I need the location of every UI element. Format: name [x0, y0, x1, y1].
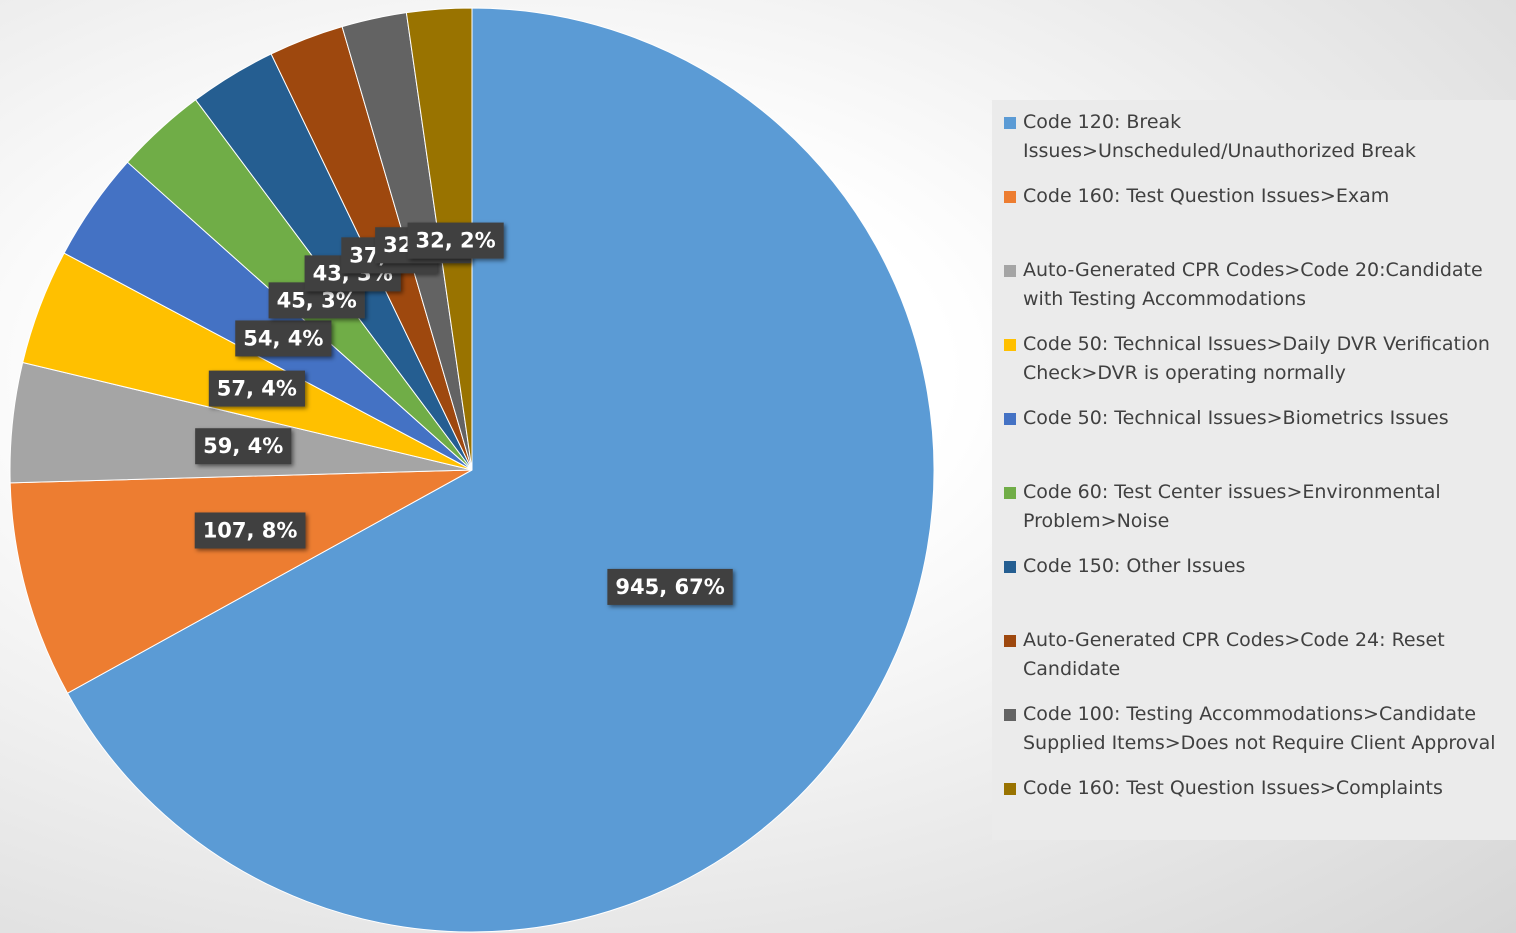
label-box — [235, 320, 332, 357]
data-label: 107, 8% — [194, 512, 306, 549]
label-text: 107, 8% — [203, 518, 298, 542]
legend-label: Code 50: Technical Issues>Daily DVR Veri… — [1023, 333, 1490, 384]
legend-label: Code 100: Testing Accommodations>Candida… — [1023, 703, 1496, 754]
label-text: 59, 4% — [203, 434, 283, 458]
legend-swatch — [1004, 635, 1016, 647]
legend-entry: Code 120: Break Issues>Unscheduled/Unaut… — [1004, 108, 1506, 182]
legend-swatch — [1004, 265, 1016, 277]
label-box — [208, 370, 305, 407]
legend-label: Auto-Generated CPR Codes>Code 24: Reset … — [1023, 629, 1445, 680]
data-label: 54, 4% — [235, 320, 332, 357]
legend-entry: Code 50: Technical Issues>Daily DVR Veri… — [1004, 330, 1506, 404]
legend-swatch — [1004, 783, 1016, 795]
label-box — [407, 222, 504, 259]
legend-label: Code 160: Test Question Issues>Exam — [1023, 185, 1390, 207]
label-text: 57, 4% — [217, 377, 297, 401]
legend-entry: Auto-Generated CPR Codes>Code 24: Reset … — [1004, 626, 1506, 700]
legend-swatch — [1004, 561, 1016, 573]
legend: Code 120: Break Issues>Unscheduled/Unaut… — [992, 100, 1516, 840]
legend-swatch — [1004, 339, 1016, 351]
legend-label: Code 60: Test Center issues>Environmenta… — [1023, 481, 1441, 532]
label-text: 54, 4% — [243, 326, 323, 350]
legend-swatch — [1004, 117, 1016, 129]
data-label: 57, 4% — [208, 370, 305, 407]
legend-label: Auto-Generated CPR Codes>Code 20:Candida… — [1023, 259, 1483, 310]
legend-label: Code 120: Break Issues>Unscheduled/Unaut… — [1023, 111, 1416, 162]
legend-swatch — [1004, 191, 1016, 203]
legend-entry: Code 50: Technical Issues>Biometrics Iss… — [1004, 404, 1506, 478]
legend-entry: Code 150: Other Issues — [1004, 552, 1506, 626]
legend-entry: Code 160: Test Question Issues>Complaint… — [1004, 774, 1506, 848]
legend-entry: Code 160: Test Question Issues>Exam — [1004, 182, 1506, 256]
legend-label: Code 50: Technical Issues>Biometrics Iss… — [1023, 407, 1449, 429]
pie-slice — [66, 7, 935, 933]
legend-label: Code 160: Test Question Issues>Complaint… — [1023, 777, 1443, 799]
legend-entry: Code 60: Test Center issues>Environmenta… — [1004, 478, 1506, 552]
label-text: 945, 67% — [615, 575, 724, 599]
slices — [9, 7, 935, 933]
label-text: 45, 3% — [277, 288, 357, 312]
label-box — [195, 428, 292, 465]
data-label: 59, 4% — [195, 428, 292, 465]
data-labels: 945, 67%107, 8%59, 4%57, 4%54, 4%45, 3%4… — [194, 222, 733, 605]
legend-entry: Auto-Generated CPR Codes>Code 20:Candida… — [1004, 256, 1506, 330]
legend-label: Code 150: Other Issues — [1023, 555, 1246, 577]
label-text: 32, 2% — [416, 229, 496, 253]
legend-swatch — [1004, 487, 1016, 499]
data-label: 945, 67% — [607, 568, 733, 605]
pie-slice — [9, 469, 473, 694]
data-label: 32, 2% — [407, 222, 504, 259]
legend-entry: Code 100: Testing Accommodations>Candida… — [1004, 700, 1506, 774]
label-box — [607, 568, 733, 605]
legend-swatch — [1004, 413, 1016, 425]
legend-swatch — [1004, 709, 1016, 721]
label-box — [194, 512, 306, 549]
